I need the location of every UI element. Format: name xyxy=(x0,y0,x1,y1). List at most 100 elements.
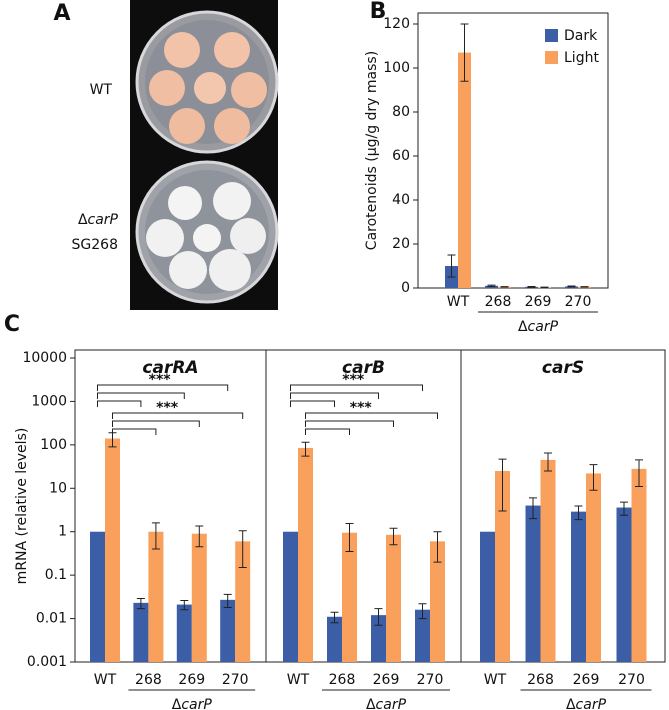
bar xyxy=(571,511,586,662)
y-axis-label: mRNA (relative levels) xyxy=(14,428,30,585)
x-tick-label: 268 xyxy=(329,672,356,688)
error-bar xyxy=(238,530,247,568)
error-bar xyxy=(151,522,160,550)
error-bar xyxy=(529,497,537,520)
significance-label: *** xyxy=(350,400,373,416)
significance-bracket xyxy=(112,420,200,427)
panel-label: C xyxy=(4,312,20,337)
plate-wt xyxy=(135,10,279,154)
bar xyxy=(342,532,357,662)
bar xyxy=(235,541,251,662)
y-axis-label: Carotenoids (µg/g dry mass) xyxy=(364,51,380,250)
group-label: ΔcarP xyxy=(366,697,407,710)
significance-label: *** xyxy=(149,372,172,388)
bar xyxy=(90,531,105,662)
legend-swatch xyxy=(545,51,558,64)
bar xyxy=(133,602,149,662)
error-bar xyxy=(460,23,469,82)
group-label: ΔcarP xyxy=(172,697,213,710)
bar xyxy=(586,473,601,662)
panel-label: A xyxy=(53,1,70,26)
error-bar xyxy=(574,505,583,521)
error-bar xyxy=(567,285,576,288)
y-tick-label: 0.01 xyxy=(36,611,67,627)
x-tick-label: 270 xyxy=(417,672,444,688)
plot-frame xyxy=(417,12,609,289)
subplot-title: carS xyxy=(542,358,584,378)
y-tick-label: 0.1 xyxy=(45,567,67,583)
bar xyxy=(495,471,510,662)
bar xyxy=(176,604,192,662)
significance-bracket xyxy=(305,420,394,427)
plot-frame xyxy=(460,349,666,663)
significance-bracket xyxy=(290,400,335,407)
x-tick-label: 269 xyxy=(373,672,400,688)
significance-bracket xyxy=(97,384,229,391)
bar xyxy=(191,533,207,662)
x-tick-label: 270 xyxy=(565,294,592,310)
bar xyxy=(371,615,386,662)
y-tick-label: 100 xyxy=(383,60,410,76)
y-tick-label: 1000 xyxy=(31,393,67,409)
photo-label: ΔcarP xyxy=(78,212,119,228)
x-tick-label: 268 xyxy=(135,672,162,688)
error-bar xyxy=(195,525,204,548)
panel-label: B xyxy=(370,0,387,24)
x-tick-label: WT xyxy=(447,294,470,310)
bar xyxy=(298,447,313,662)
bar xyxy=(458,52,471,288)
significance-bracket xyxy=(112,428,157,435)
group-label: ΔcarP xyxy=(518,319,559,335)
bar xyxy=(105,438,120,662)
y-tick-label: 100 xyxy=(40,437,67,453)
y-tick-label: 80 xyxy=(392,104,410,120)
x-tick-label: 269 xyxy=(573,672,600,688)
x-tick-label: WT xyxy=(484,672,507,688)
significance-label: *** xyxy=(342,372,365,388)
x-tick-label: WT xyxy=(287,672,310,688)
significance-bracket xyxy=(305,412,438,419)
legend-swatch xyxy=(545,29,558,42)
y-tick-label: 40 xyxy=(392,192,410,208)
x-tick-label: 269 xyxy=(178,672,205,688)
significance-bracket xyxy=(97,392,185,399)
x-tick-label: 268 xyxy=(485,294,512,310)
error-bar xyxy=(330,611,339,624)
subplot-title: carB xyxy=(342,358,385,378)
error-bar xyxy=(487,284,496,287)
bar xyxy=(525,505,541,662)
significance-bracket xyxy=(305,428,350,435)
bar xyxy=(480,531,495,662)
error-bar xyxy=(527,285,536,288)
error-bar xyxy=(389,527,398,546)
error-bar xyxy=(635,459,643,487)
bar xyxy=(220,599,236,662)
error-bar xyxy=(180,600,189,611)
y-tick-label: 1 xyxy=(58,524,67,540)
y-tick-label: 0.001 xyxy=(27,654,67,670)
error-bar xyxy=(223,593,232,608)
x-tick-label: 270 xyxy=(618,672,645,688)
bar xyxy=(283,531,298,662)
bar xyxy=(631,468,647,662)
legend-label: Dark xyxy=(564,28,598,44)
error-bar xyxy=(498,458,507,512)
significance-bracket xyxy=(290,392,379,399)
x-tick-label: 270 xyxy=(222,672,249,688)
x-tick-label: 269 xyxy=(525,294,552,310)
error-bar xyxy=(345,522,354,553)
bar xyxy=(148,531,164,662)
significance-bracket xyxy=(97,400,142,407)
error-bar xyxy=(433,531,442,563)
bar xyxy=(415,609,430,662)
y-tick-label: 10 xyxy=(49,480,67,496)
bar xyxy=(327,616,342,662)
error-bar xyxy=(374,608,383,626)
error-bar xyxy=(589,464,598,491)
significance-bracket xyxy=(290,384,423,391)
subplot-title: carRA xyxy=(142,358,198,378)
bar xyxy=(386,534,401,662)
error-bar xyxy=(620,501,628,516)
